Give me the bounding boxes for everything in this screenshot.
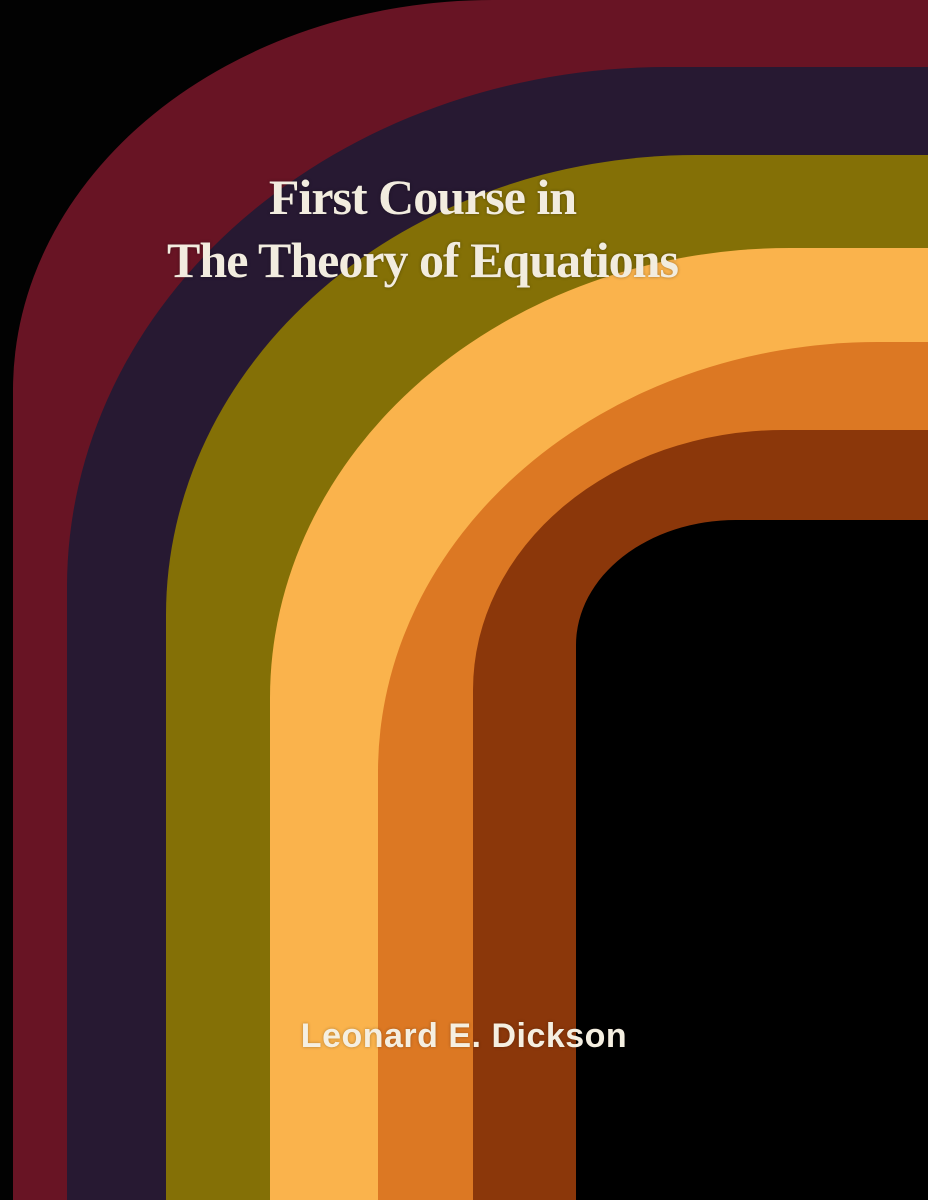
book-author: Leonard E. Dickson <box>300 1017 628 1055</box>
inner-black-panel <box>576 520 928 1200</box>
book-title-line-1: First Course in <box>268 169 577 225</box>
book-title: First Course in The Theory of Equations <box>0 166 845 292</box>
book-title-line-2: The Theory of Equations <box>167 232 679 288</box>
